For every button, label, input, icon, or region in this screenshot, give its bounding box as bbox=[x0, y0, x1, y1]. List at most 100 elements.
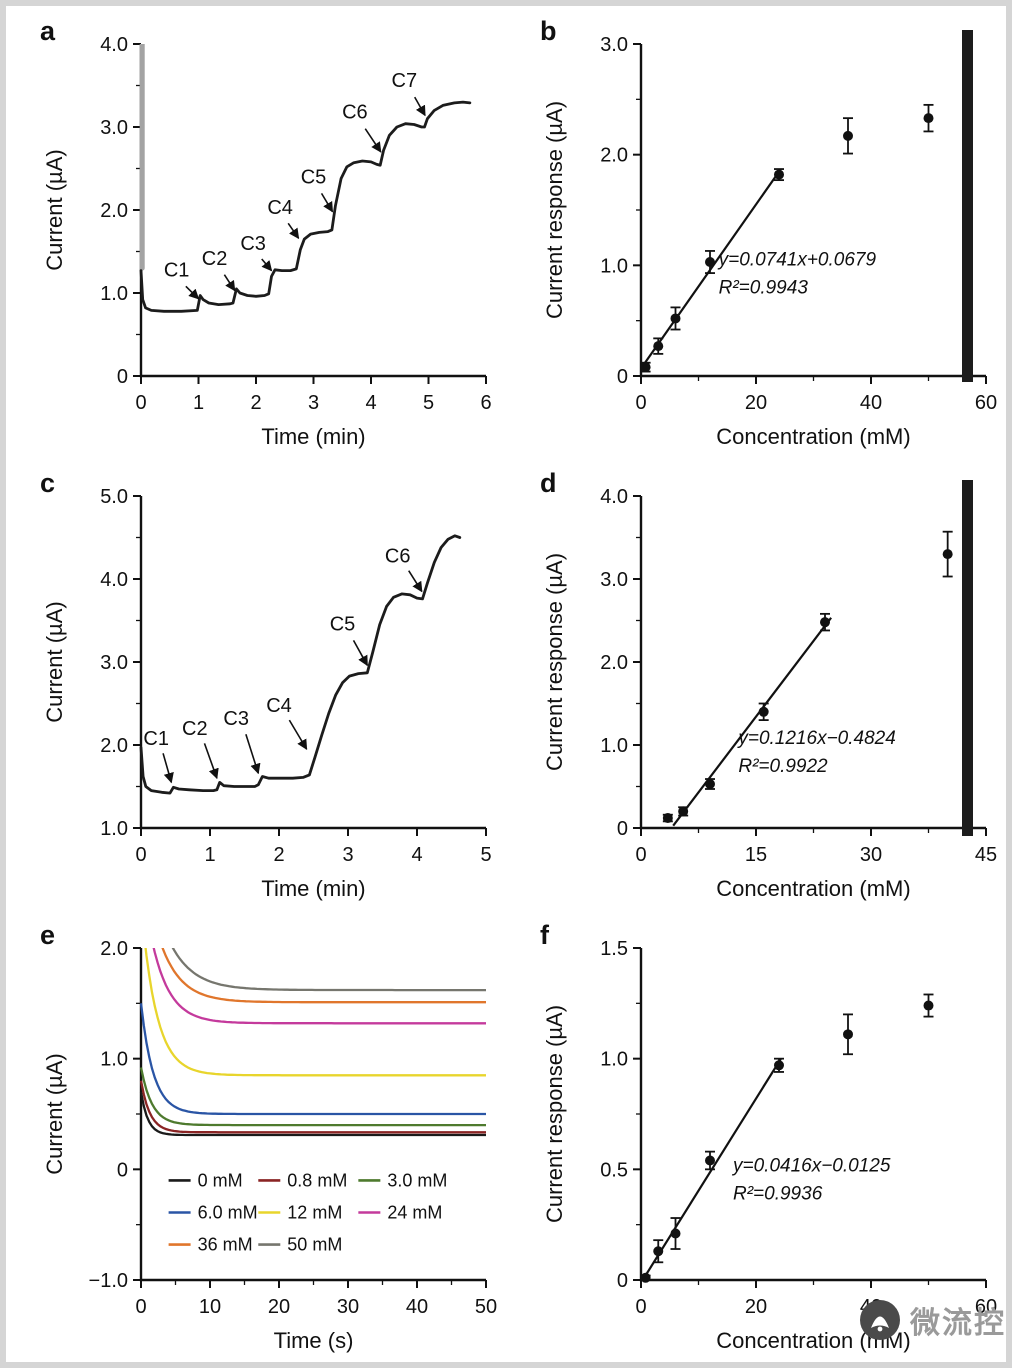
annotation-arrow bbox=[288, 719, 308, 751]
data-point bbox=[662, 813, 673, 824]
x-tick-label: 0 bbox=[635, 392, 646, 414]
y-axis-label: Current response (µA) bbox=[542, 101, 567, 319]
data-point bbox=[774, 169, 784, 180]
data-point bbox=[820, 617, 830, 628]
panel-letter-d: d bbox=[540, 468, 557, 498]
y-tick-label: 3.0 bbox=[600, 569, 628, 591]
annotation-arrow bbox=[261, 258, 273, 272]
legend-label: 50 mM bbox=[287, 1235, 342, 1255]
decay-curve-50 mM bbox=[171, 948, 486, 992]
microfluidics-logo-icon bbox=[860, 1300, 900, 1340]
axes-c bbox=[139, 496, 486, 830]
annotation-C2: C2 bbox=[182, 718, 208, 740]
y-tick-label: 1.0 bbox=[600, 255, 628, 277]
data-point bbox=[678, 806, 689, 817]
data-point bbox=[705, 257, 715, 268]
y-tick-label: 0 bbox=[117, 1159, 128, 1181]
y-tick-label: 2.0 bbox=[600, 652, 628, 674]
x-tick-label: 20 bbox=[745, 1296, 767, 1318]
panel-letter-a: a bbox=[40, 16, 56, 46]
scan-artifact-right-middle bbox=[962, 480, 973, 836]
panel-c: c 0 1 2 3 4 5 1.0 2.0 3.0 4.0 5.0 C1 C2 C3 C4 C5 C6 Time (… bbox=[6, 458, 506, 910]
annotation-C5: C5 bbox=[301, 166, 327, 188]
x-axis-label: Time (min) bbox=[261, 876, 365, 901]
y-tick-label: 2.0 bbox=[100, 735, 128, 757]
axes-d bbox=[639, 496, 986, 830]
y-tick-label: 1.0 bbox=[600, 735, 628, 757]
data-point bbox=[653, 341, 664, 352]
data-point bbox=[670, 1228, 681, 1239]
y-axis-label: Current response (µA) bbox=[542, 553, 567, 771]
x-tick-label: 4 bbox=[411, 844, 422, 866]
x-tick-label: 15 bbox=[745, 844, 767, 866]
data-point bbox=[640, 1272, 651, 1283]
y-tick-label: 1.0 bbox=[100, 283, 128, 305]
y-tick-label: 3.0 bbox=[600, 34, 628, 56]
x-tick-label: 40 bbox=[860, 392, 882, 414]
y-tick-label: 1.0 bbox=[600, 1049, 628, 1071]
y-tick-label: 1.0 bbox=[100, 818, 128, 840]
y-tick-label: 4.0 bbox=[100, 569, 128, 591]
data-point bbox=[774, 1060, 784, 1071]
amperometric-trace bbox=[139, 100, 472, 313]
panel-f: f020406000.51.01.5y=0.0416x−0.0125R²=0.9… bbox=[506, 910, 1006, 1362]
x-tick-label: 0 bbox=[135, 392, 146, 414]
chart-b: b 0 20 40 60 0 1.0 2.0 3.0 y=0.0741x+0.0679 R²=0.9… bbox=[540, 16, 997, 449]
x-tick-label: 0 bbox=[135, 844, 146, 866]
data-point bbox=[923, 113, 934, 124]
x-tick-label: 3 bbox=[308, 392, 319, 414]
y-tick-label: 1.5 bbox=[600, 938, 628, 960]
x-axis-label: Time (s) bbox=[274, 1328, 354, 1353]
x-tick-label: 10 bbox=[199, 1296, 221, 1318]
decay-curve-0 mM bbox=[139, 1091, 486, 1137]
y-tick-label: 0 bbox=[617, 366, 628, 388]
chart-e: e 0 10 20 30 40 50 −1.0 0 1.0 2.0 0 mM 0.8 mM 3.0 mM 6… bbox=[40, 920, 497, 1353]
data-point bbox=[705, 1155, 715, 1166]
annotation-arrow bbox=[223, 274, 236, 292]
annotation-arrow bbox=[162, 753, 174, 784]
y-tick-label: 0 bbox=[617, 1270, 628, 1292]
legend-label: 0.8 mM bbox=[287, 1170, 347, 1190]
annotation-C5: C5 bbox=[330, 613, 356, 635]
annotation-C3: C3 bbox=[223, 708, 249, 730]
data-point bbox=[640, 362, 651, 373]
annotation-C4: C4 bbox=[266, 695, 292, 717]
fit-equation-line: y=0.1216x−0.4824 bbox=[736, 728, 895, 749]
y-tick-label: 2.0 bbox=[100, 200, 128, 222]
x-tick-label: 20 bbox=[745, 392, 767, 414]
x-tick-label: 3 bbox=[342, 844, 353, 866]
x-tick-label: 30 bbox=[860, 844, 882, 866]
y-tick-label: −1.0 bbox=[89, 1270, 128, 1292]
legend-label: 3.0 mM bbox=[387, 1170, 447, 1190]
axes-a bbox=[139, 44, 486, 378]
x-axis-label: Concentration (mM) bbox=[716, 876, 910, 901]
axes-f bbox=[639, 948, 986, 1282]
data-point bbox=[758, 706, 769, 717]
chart-d: d 0 15 30 45 0 1.0 2.0 3.0 4.0 y=0.1216x−0.4824 R²=… bbox=[540, 468, 997, 901]
axes-e bbox=[139, 948, 486, 1282]
annotation-C6: C6 bbox=[385, 545, 411, 567]
data-point bbox=[843, 1029, 853, 1040]
axes-b bbox=[639, 44, 986, 378]
annotation-C7: C7 bbox=[392, 70, 418, 92]
data-point bbox=[843, 130, 853, 141]
watermark: 微流控 bbox=[858, 1298, 1006, 1342]
x-tick-label: 2 bbox=[273, 844, 284, 866]
y-axis-label: Current response (µA) bbox=[542, 1005, 567, 1223]
scan-artifact-right-top bbox=[962, 30, 973, 382]
x-axis-label: Concentration (mM) bbox=[716, 424, 910, 449]
y-tick-label: 0.5 bbox=[600, 1159, 628, 1181]
legend-label: 36 mM bbox=[198, 1235, 253, 1255]
decay-curve-36 mM bbox=[161, 948, 486, 1004]
x-tick-label: 4 bbox=[365, 392, 376, 414]
annotation-arrow bbox=[364, 128, 382, 153]
y-tick-label: 4.0 bbox=[600, 486, 628, 508]
y-tick-label: 3.0 bbox=[100, 652, 128, 674]
annotation-C6: C6 bbox=[342, 102, 368, 124]
decay-curve-24 mM bbox=[152, 948, 486, 1025]
x-tick-label: 5 bbox=[423, 392, 434, 414]
annotation-arrow bbox=[203, 743, 219, 780]
annotation-arrow bbox=[408, 570, 423, 593]
fit-equation-line: y=0.0416x−0.0125 bbox=[731, 1156, 891, 1177]
